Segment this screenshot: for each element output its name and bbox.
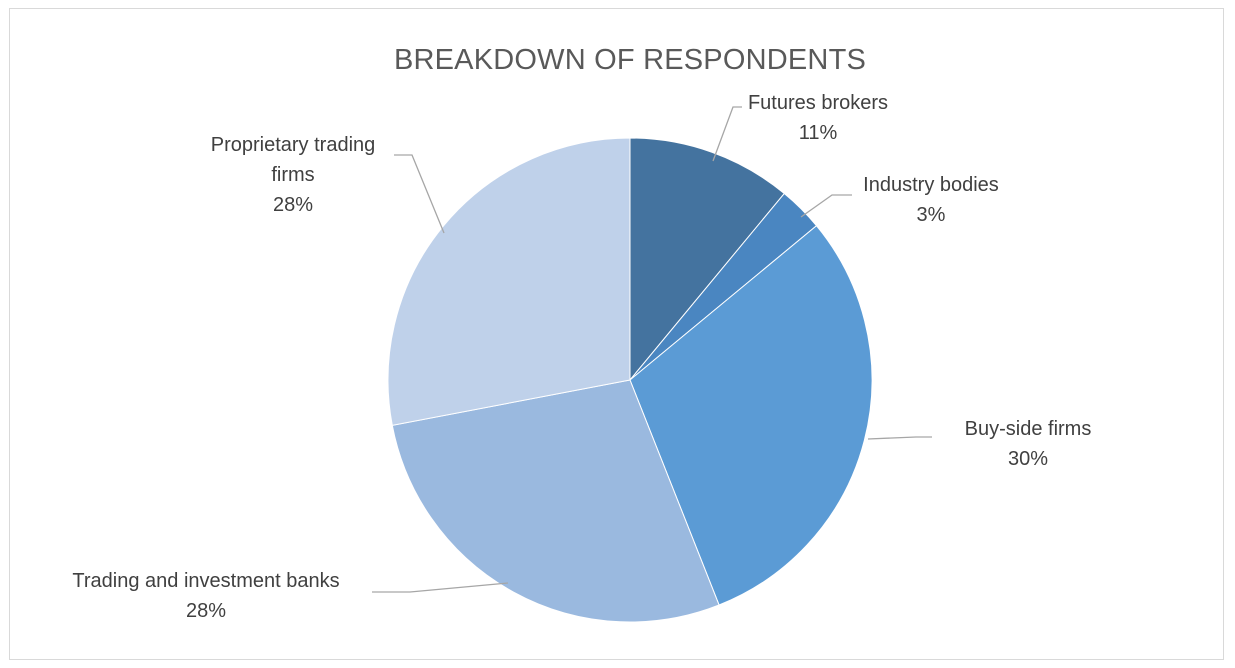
- pie-slice-trading-and-investment-banks: [391, 379, 720, 623]
- leader-line-industry-bodies: [800, 194, 852, 218]
- chart-title: BREAKDOWN OF RESPONDENTS: [394, 44, 866, 76]
- data-label-line: 28%: [186, 600, 226, 622]
- data-label-line: Futures brokers: [748, 92, 888, 114]
- data-label-futures-brokers: Futures brokers 11%: [748, 92, 888, 144]
- leader-lines: [372, 106, 932, 593]
- data-label-line: firms: [271, 164, 314, 186]
- slices-layer: [387, 137, 873, 623]
- pie-chart: BREAKDOWN OF RESPONDENTS Futures brokers…: [72, 44, 1091, 623]
- data-label-line: Proprietary trading: [211, 134, 376, 156]
- leader-line-futures-brokers: [712, 106, 742, 162]
- pie-slice-buy-side-firms: [629, 225, 873, 606]
- leader-line-trading-and-investment-banks: [372, 582, 509, 593]
- data-label-line: 11%: [799, 122, 838, 144]
- leader-line-proprietary-trading-firms: [394, 154, 445, 234]
- leader-line-buy-side-firms: [867, 436, 932, 440]
- data-label-line: Buy-side firms: [965, 418, 1092, 440]
- data-label-line: 3%: [917, 204, 946, 226]
- data-label-line: 30%: [1008, 448, 1048, 470]
- data-label-line: 28%: [273, 194, 313, 216]
- data-label-buy-side-firms: Buy-side firms 30%: [965, 418, 1092, 470]
- data-labels: Futures brokers 11% Industry bodies 3% Buy-s…: [72, 92, 1091, 622]
- data-label-line: Industry bodies: [863, 174, 999, 196]
- data-label-line: Trading and investment banks: [72, 570, 339, 592]
- data-label-industry-bodies: Industry bodies 3%: [863, 174, 999, 226]
- data-label-proprietary-trading-firms: Proprietary trading firms 28%: [211, 134, 376, 216]
- chart-area: BREAKDOWN OF RESPONDENTS Futures brokers…: [9, 8, 1224, 660]
- data-label-trading-and-investment-banks: Trading and investment banks 28%: [72, 570, 339, 622]
- pie-slice-futures-brokers: [629, 137, 785, 382]
- pie-slice-proprietary-trading-firms: [387, 137, 631, 426]
